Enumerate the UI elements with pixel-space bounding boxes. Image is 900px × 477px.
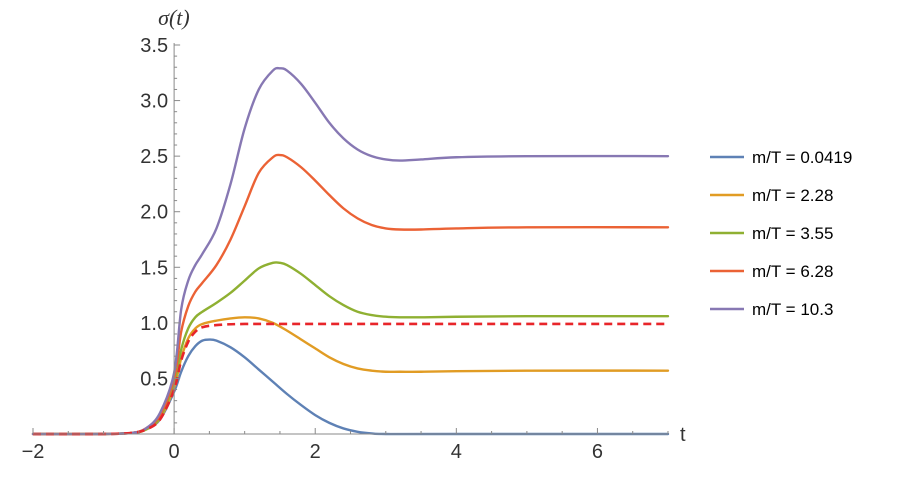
legend-label-1: m/T = 0.0419 (752, 148, 852, 167)
x-tick-label: 6 (592, 441, 603, 463)
series-line-1 (31, 338, 670, 436)
axes-layer: −2 0 2 4 6 0.5 1.0 1.5 2.0 2.5 3.0 3.5 t σ(t) (22, 5, 686, 463)
x-tick-label: 0 (169, 441, 180, 463)
y-axis-title: σ(t) (158, 5, 190, 30)
y-tick-label: 3.5 (140, 35, 168, 57)
reference-dashed-line (32, 322, 668, 436)
y-tick-label: 2.5 (140, 146, 168, 168)
legend-label-4: m/T = 6.28 (752, 262, 833, 281)
x-tick-label: −2 (22, 441, 45, 463)
series-line-5 (31, 66, 670, 436)
legend-label-3: m/T = 3.55 (752, 224, 833, 243)
legend-label-5: m/T = 10.3 (752, 300, 833, 319)
series-line-4 (31, 153, 670, 436)
y-tick-label: 1.0 (140, 313, 168, 335)
legend: m/T = 0.0419 m/T = 2.28 m/T = 3.55 m/T = 6.… (710, 148, 852, 319)
x-axis-title: t (680, 424, 686, 446)
y-tick-label: 2.0 (140, 202, 168, 224)
y-tick-label: 1.5 (140, 257, 168, 279)
series-layer (31, 66, 670, 436)
x-ticks: −2 0 2 4 6 (22, 428, 669, 463)
legend-label-2: m/T = 2.28 (752, 186, 833, 205)
series-line-3 (31, 261, 670, 436)
y-tick-label: 0.5 (140, 368, 168, 390)
x-tick-label: 2 (310, 441, 321, 463)
y-tick-label: 3.0 (140, 91, 168, 113)
x-tick-label: 4 (451, 441, 462, 463)
y-ticks: 0.5 1.0 1.5 2.0 2.5 3.0 3.5 (140, 35, 181, 435)
series-line-2 (31, 316, 670, 436)
